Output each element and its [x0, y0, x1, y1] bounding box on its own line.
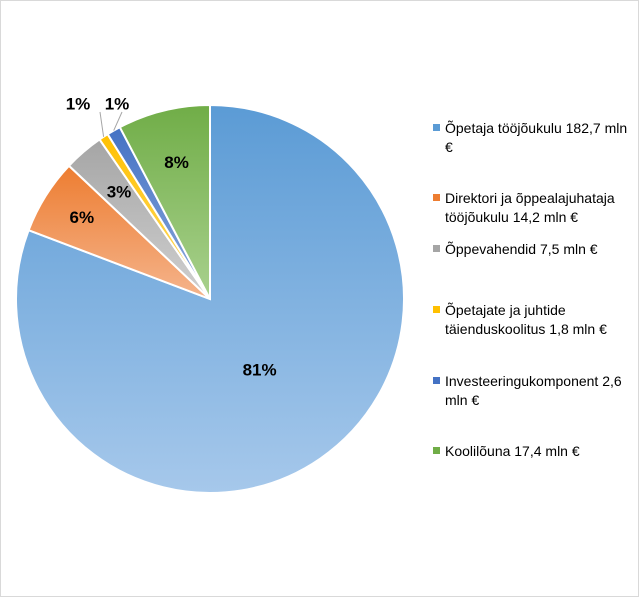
percent-label-2: 3%: [107, 182, 132, 201]
leader-line-4: [113, 111, 123, 131]
legend-swatch-yellow: [433, 306, 440, 313]
legend-item-taienduskoolitus: Õpetajate ja juhtide täienduskoolitus 1,…: [433, 301, 633, 339]
legend-label: Õpetaja tööjõukulu 182,7 mln €: [445, 120, 628, 155]
legend-label: Direktori ja õppealajuhataja tööjõukulu …: [445, 190, 615, 225]
legend: Õpetaja tööjõukulu 182,7 mln € Direktori…: [433, 119, 633, 461]
leader-lines: [99, 111, 123, 137]
percent-label-1: 6%: [70, 208, 95, 227]
pie-slices: [15, 103, 405, 494]
legend-swatch-darkblue: [433, 377, 440, 384]
legend-label: Õppevahendid 7,5 mln €: [445, 241, 598, 257]
legend-item-investeeringukomponent: Investeeringukomponent 2,6 mln €: [433, 372, 633, 410]
percent-label-0: 81%: [243, 360, 277, 379]
pie-slice-0: [15, 103, 405, 494]
legend-label: Investeeringukomponent 2,6 mln €: [445, 373, 622, 408]
legend-item-koolilouna: Koolilõuna 17,4 mln €: [433, 442, 633, 461]
legend-item-opetaja-toojoukulu: Õpetaja tööjõukulu 182,7 mln €: [433, 119, 633, 157]
percent-label-3: 1%: [66, 94, 91, 113]
legend-swatch-blue: [433, 124, 440, 131]
legend-label: Koolilõuna 17,4 mln €: [445, 443, 580, 459]
legend-swatch-orange: [433, 194, 440, 201]
legend-swatch-green: [433, 447, 440, 454]
percent-labels: 81% 6% 3% 1% 1% 8%: [66, 94, 277, 379]
legend-item-oppevahendid: Õppevahendid 7,5 mln €: [433, 240, 633, 259]
percent-label-5: 8%: [164, 153, 189, 172]
pie-slice-5: [118, 103, 211, 300]
percent-label-4: 1%: [105, 94, 130, 113]
legend-item-direktori-toojoukulu: Direktori ja õppealajuhataja tööjõukulu …: [433, 189, 633, 227]
legend-label: Õpetajate ja juhtide täienduskoolitus 1,…: [445, 302, 607, 337]
legend-swatch-gray: [433, 245, 440, 252]
leader-line-3: [99, 111, 105, 137]
